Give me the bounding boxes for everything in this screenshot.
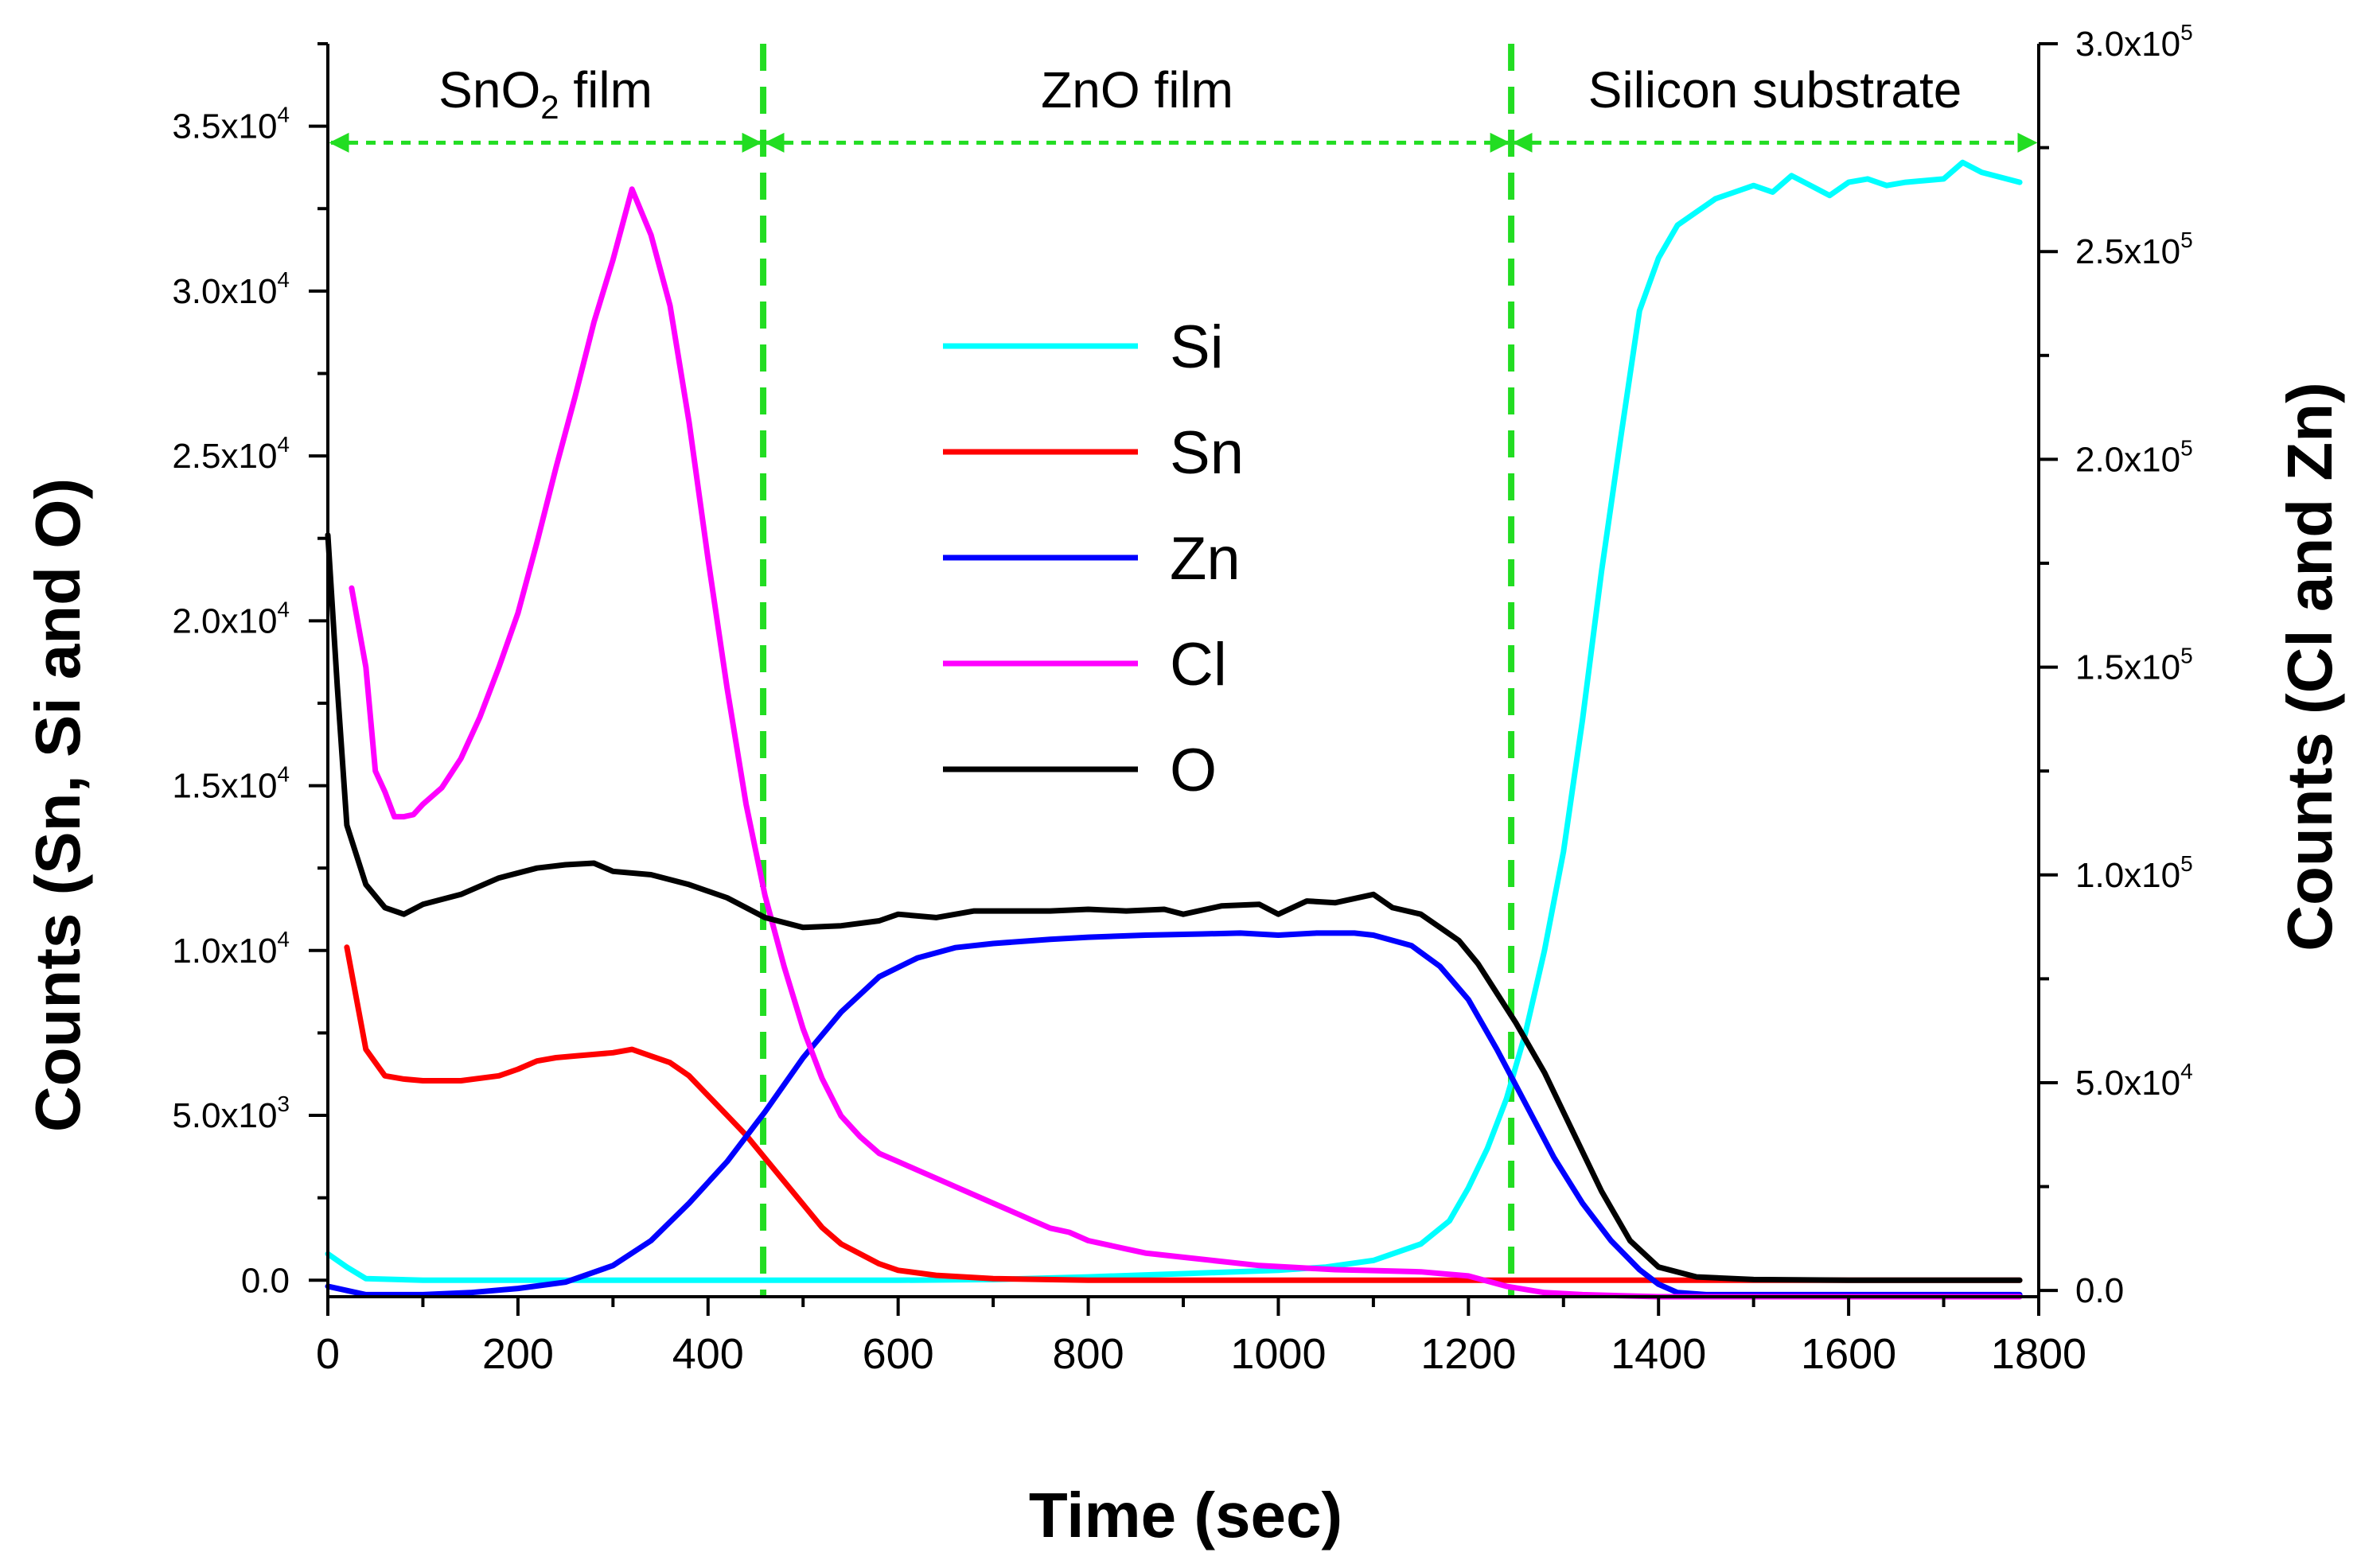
left-tick-label: 3.0x104 (172, 267, 290, 311)
region-label-0: SnO2 film (438, 61, 653, 126)
series-line-si (325, 159, 2023, 1283)
x-axis-title: Time (sec) (1029, 1480, 1342, 1550)
x-tick-label: 1600 (1801, 1330, 1896, 1378)
right-tick-label: 2.0x105 (2075, 435, 2193, 479)
left-axis-title: Counts (Sn, Si and O) (22, 478, 93, 1132)
x-tick-label: 1200 (1420, 1330, 1516, 1378)
legend-label-cl: Cl (1170, 631, 1227, 698)
x-tick-label: 1000 (1230, 1330, 1326, 1378)
region-label-1: ZnO film (1041, 61, 1233, 119)
left-tick-label: 1.0x104 (172, 927, 290, 971)
x-tick-label: 1400 (1611, 1330, 1706, 1378)
region-label-2: Silicon substrate (1588, 61, 1962, 119)
x-tick-label: 800 (1053, 1330, 1124, 1378)
left-tick-label: 1.5x104 (172, 762, 290, 806)
right-tick-label: 2.5x105 (2075, 228, 2193, 271)
x-tick-label: 400 (672, 1330, 744, 1378)
left-tick-label: 2.0x104 (172, 597, 290, 640)
left-tick-label: 0.0 (241, 1261, 290, 1300)
legend-label-zn: Zn (1170, 525, 1241, 593)
legend-label-si: Si (1170, 313, 1224, 381)
legend-label-sn: Sn (1170, 419, 1244, 487)
right-tick-label: 1.5x105 (2075, 644, 2193, 687)
legend-label-o: O (1170, 737, 1217, 804)
x-tick-label: 200 (482, 1330, 554, 1378)
right-axis-title: Counts (Cl and Zn) (2274, 382, 2345, 951)
left-tick-label: 5.0x103 (172, 1091, 290, 1135)
right-tick-label: 0.0 (2075, 1271, 2124, 1310)
series-line-zn (325, 930, 2023, 1298)
right-tick-label: 5.0x104 (2075, 1059, 2193, 1103)
x-tick-label: 600 (863, 1330, 934, 1378)
axes: 0 200 400 600 800 1000 1200 1400 1600 1800 0.0 5.0x… (172, 20, 2192, 1378)
right-tick-label: 1.0x105 (2075, 851, 2193, 895)
left-tick-label: 3.5x104 (172, 103, 290, 146)
x-tick-label: 0 (316, 1330, 340, 1378)
legend: Si Sn Zn Cl O (943, 313, 1244, 804)
right-tick-label: 3.0x105 (2075, 20, 2193, 64)
series-lines (325, 159, 2023, 1300)
series-line-cl (349, 186, 2023, 1300)
series-line-sn (344, 944, 2023, 1283)
left-tick-label: 2.5x104 (172, 432, 290, 476)
x-tick-label: 1800 (1991, 1330, 2086, 1378)
series-line-o (325, 532, 2023, 1283)
